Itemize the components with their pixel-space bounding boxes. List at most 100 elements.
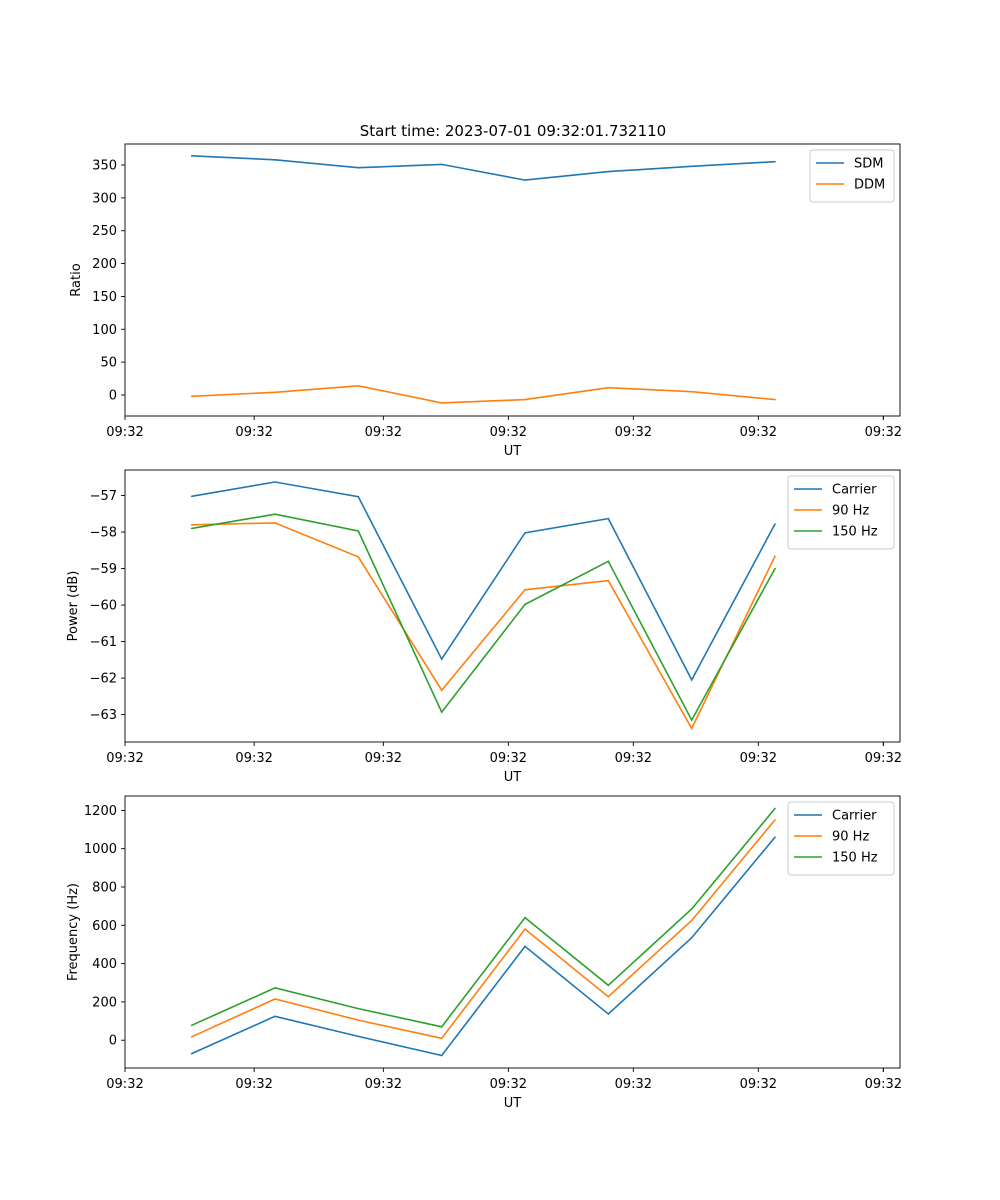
power-series-90-hz-line <box>191 522 776 731</box>
subplot-power: 09:32 09:32 09:32 09:32 09:32 09:32 09:32 −57 −5… <box>66 469 902 785</box>
power-x-tick-label: 09:32 <box>865 751 902 766</box>
power-x-tick-label: 09:32 <box>235 751 272 766</box>
power-series-carrier-point <box>440 658 443 660</box>
power-series-150-hz-point <box>357 530 360 532</box>
ratio-series-sdm-point <box>440 163 443 166</box>
frequency-y-tick-label: 1200 <box>84 804 117 819</box>
power-x-tick-label: 09:32 <box>365 751 402 766</box>
ratio-legend-label-ddm: DDM <box>854 178 885 193</box>
power-legend-label-150-hz: 150 Hz <box>832 525 878 540</box>
frequency-series-90-hz-point <box>357 1019 360 1021</box>
ratio-series-ddm-point <box>690 390 693 393</box>
frequency-series-150-hz-point <box>774 807 776 810</box>
power-series-carrier-point <box>524 531 526 534</box>
frequency-y-tick-label: 0 <box>109 1034 117 1049</box>
power-x-axis-label: UT <box>504 770 522 785</box>
frequency-series-150-hz-point <box>274 987 276 989</box>
ratio-y-tick-label: 350 <box>92 159 117 174</box>
frequency-x-tick-label: 09:32 <box>865 1077 902 1092</box>
power-y-tick-label: −59 <box>90 562 117 577</box>
power-legend-label-carrier: Carrier <box>832 483 877 498</box>
power-series-carrier-point <box>357 495 360 498</box>
power-y-tick-label: −61 <box>90 635 117 650</box>
frequency-series-carrier-point <box>690 936 693 939</box>
power-y-tick-label: −57 <box>90 489 117 504</box>
frequency-series-150-hz-line <box>191 807 776 1028</box>
power-series-150-hz-point <box>190 527 193 530</box>
power-x-tick-label: 09:32 <box>106 751 143 766</box>
subplot-frequency: 09:32 09:32 09:32 09:32 09:32 09:32 09:32 0 200 4… <box>66 795 902 1111</box>
frequency-series-90-hz-point <box>524 928 526 930</box>
ratio-x-tick-label: 09:32 <box>106 425 143 440</box>
ratio-y-tick-label: 200 <box>92 257 117 272</box>
ratio-series-sdm-point <box>274 158 276 161</box>
power-series-150-hz-point <box>274 513 276 515</box>
ratio-series-sdm-point <box>607 170 610 173</box>
ratio-plot-frame <box>124 143 901 417</box>
power-legend-label-90-hz: 90 Hz <box>832 504 869 519</box>
ratio-x-tick-label: 09:32 <box>490 425 527 440</box>
frequency-y-tick-label: 800 <box>92 880 117 895</box>
frequency-series-carrier-point <box>774 836 776 838</box>
power-series-carrier-point <box>607 517 610 520</box>
power-series-carrier-point <box>774 523 776 525</box>
power-series-90-hz-point <box>524 588 526 591</box>
frequency-series-150-hz-point <box>190 1024 193 1027</box>
frequency-y-tick-label: 600 <box>92 919 117 934</box>
frequency-plot-frame <box>124 795 901 1069</box>
frequency-legend-label-90-hz: 90 Hz <box>832 830 869 845</box>
frequency-x-axis-label: UT <box>504 1096 522 1111</box>
ratio-series-sdm-point <box>357 166 360 169</box>
ratio-series-ddm-point <box>190 395 193 398</box>
ratio-series-ddm-point <box>440 402 443 404</box>
frequency-series-150-hz-point <box>524 916 526 919</box>
power-series-150-hz-point <box>690 719 693 721</box>
ratio-y-axis-label: Ratio <box>69 263 84 296</box>
ratio-series-ddm-point <box>524 398 526 401</box>
ratio-series-sdm-point <box>774 160 776 163</box>
frequency-y-tick-label: 200 <box>92 995 117 1010</box>
frequency-y-tick-label: 1000 <box>84 842 117 857</box>
ratio-legend-label-sdm: SDM <box>854 157 883 172</box>
ratio-x-tick-label: 09:32 <box>865 425 902 440</box>
ratio-series-ddm-point <box>607 386 610 389</box>
frequency-series-90-hz-point <box>607 995 610 998</box>
ratio-series-ddm-line <box>191 384 776 404</box>
frequency-x-tick-label: 09:32 <box>740 1077 777 1092</box>
power-series-150-hz-point <box>524 603 526 606</box>
power-y-tick-label: −60 <box>90 599 117 614</box>
subplot-ratio: 09:32 09:32 09:32 09:32 09:32 09:32 09:32 0 50 10… <box>69 143 902 459</box>
power-series-90-hz-point <box>190 523 193 526</box>
figure-title: Start time: 2023-07-01 09:32:01.732110 <box>360 122 666 140</box>
power-y-axis-label: Power (dB) <box>66 571 81 642</box>
ratio-x-tick-label: 09:32 <box>365 425 402 440</box>
frequency-series-carrier-point <box>274 1015 276 1018</box>
frequency-series-carrier-line <box>191 836 776 1057</box>
power-series-150-hz-point <box>440 711 443 713</box>
power-series-carrier-point <box>190 495 193 498</box>
frequency-series-carrier-point <box>357 1035 360 1038</box>
frequency-x-tick-label: 09:32 <box>490 1077 527 1092</box>
ratio-series-ddm-point <box>774 398 776 401</box>
ratio-series-sdm-point <box>524 179 526 181</box>
power-series-90-hz-point <box>357 556 360 558</box>
frequency-series-150-hz-point <box>690 908 693 910</box>
ratio-y-tick-label: 150 <box>92 290 117 305</box>
power-series-carrier-point <box>274 481 276 483</box>
power-series-carrier-line <box>191 481 776 682</box>
frequency-series-90-hz-point <box>440 1037 443 1040</box>
power-x-tick-label: 09:32 <box>490 751 527 766</box>
frequency-series-carrier-point <box>524 945 526 948</box>
power-x-tick-label: 09:32 <box>615 751 652 766</box>
power-y-tick-label: −63 <box>90 708 117 723</box>
frequency-x-tick-label: 09:32 <box>365 1077 402 1092</box>
ratio-series-sdm-point <box>190 155 193 157</box>
ratio-series-sdm-line <box>191 155 776 181</box>
ratio-y-tick-label: 50 <box>100 356 117 371</box>
frequency-y-axis-label: Frequency (Hz) <box>66 883 81 981</box>
ratio-series-ddm-point <box>274 391 276 394</box>
frequency-legend-label-150-hz: 150 Hz <box>832 851 878 866</box>
power-series-90-hz-point <box>774 555 776 557</box>
power-series-90-hz-point <box>607 579 610 582</box>
